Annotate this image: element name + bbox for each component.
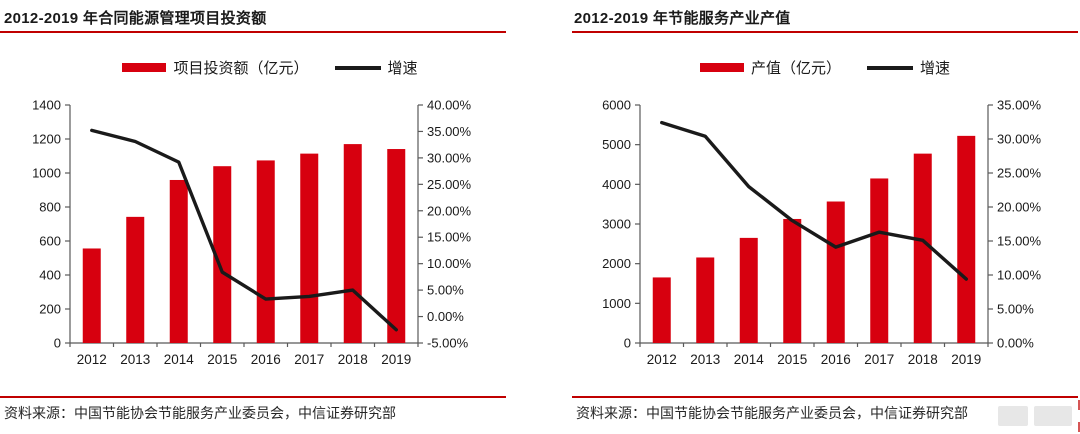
svg-text:2018: 2018 [338,352,368,367]
combo-chart-ess-output: 0 1000 2000 3000 4000 5000 6000 0.00% 5.00% 10.00… [602,98,1042,368]
svg-text:10.00%: 10.00% [997,268,1042,283]
svg-text:1000: 1000 [32,166,61,181]
svg-text:6000: 6000 [602,98,631,113]
svg-text:4000: 4000 [602,177,631,192]
svg-text:35.00%: 35.00% [427,124,472,139]
svg-text:2017: 2017 [864,352,894,367]
svg-text:2015: 2015 [777,352,807,367]
svg-text:40.00%: 40.00% [427,98,472,113]
svg-text:2017: 2017 [294,352,324,367]
svg-text:25.00%: 25.00% [427,177,472,192]
legend-item-line: 增速 [867,57,950,78]
legend-label: 增速 [387,60,418,77]
legend-label: 增速 [920,60,951,77]
svg-text:2014: 2014 [164,352,195,367]
svg-text:25.00%: 25.00% [997,166,1042,181]
svg-text:2012: 2012 [647,352,677,367]
svg-text:800: 800 [39,200,61,215]
svg-text:400: 400 [39,268,61,283]
chart-panel-emc-investment: 2012-2019 年合同能源管理项目投资额 项目投资额（亿元） 增速 0 200… [0,10,540,421]
legend-label: 产值（亿元） [750,60,841,77]
source-divider [0,396,506,398]
legend-item-line: 增速 [334,57,418,78]
chart-legend: 项目投资额（亿元） 增速 [0,57,540,78]
svg-text:1000: 1000 [602,296,631,311]
svg-text:2018: 2018 [908,352,938,367]
svg-text:0: 0 [624,336,631,351]
watermark-mark [1078,400,1080,410]
watermark-overlay [992,398,1080,434]
svg-text:600: 600 [39,234,61,249]
svg-text:2019: 2019 [951,352,981,367]
chart-title: 2012-2019 年节能服务产业产值 [574,10,791,27]
svg-text:0: 0 [54,336,61,351]
svg-text:5.00%: 5.00% [427,283,464,298]
svg-text:1400: 1400 [32,98,61,113]
line-swatch-icon [867,65,913,70]
svg-text:30.00%: 30.00% [427,150,472,165]
chart-panel-ess-output: 2012-2019 年节能服务产业产值 产值（亿元） 增速 0 1000 2000 3… [540,0,1080,434]
svg-text:15.00%: 15.00% [427,230,472,245]
svg-text:1200: 1200 [32,132,61,147]
svg-text:2000: 2000 [602,256,631,271]
svg-text:-5.00%: -5.00% [427,336,469,351]
svg-text:10.00%: 10.00% [427,256,472,271]
svg-text:20.00%: 20.00% [427,203,472,218]
svg-text:0.00%: 0.00% [427,309,464,324]
svg-text:200: 200 [39,302,61,317]
line-swatch-icon [334,65,381,70]
chart-legend: 产值（亿元） 增速 [570,57,1080,78]
svg-text:2012: 2012 [77,352,107,367]
svg-text:0.00%: 0.00% [997,336,1034,351]
svg-text:5.00%: 5.00% [997,302,1034,317]
source-note: 资料来源：中国节能协会节能服务产业委员会，中信证券研究部 [576,405,968,421]
svg-text:20.00%: 20.00% [997,200,1042,215]
legend-item-bar: 产值（亿元） [699,57,841,78]
svg-text:2013: 2013 [690,352,720,367]
bar-swatch-icon [122,63,167,72]
svg-text:2016: 2016 [251,352,281,367]
svg-text:2016: 2016 [821,352,851,367]
svg-text:2019: 2019 [381,352,411,367]
watermark-glyph [998,406,1028,426]
title-underline [0,31,506,33]
legend-item-bar: 项目投资额（亿元） [122,57,309,78]
svg-text:35.00%: 35.00% [997,98,1042,113]
source-divider [572,396,1078,398]
combo-chart-emc-investment: 0 200 400 600 800 1000 1200 1400 -5.00% 0.00% 5.00… [32,98,472,368]
title-underline [572,31,1078,33]
svg-text:2013: 2013 [120,352,150,367]
bar-swatch-icon [699,63,744,72]
svg-text:15.00%: 15.00% [997,234,1042,249]
watermark-glyph [1034,406,1072,426]
chart-title: 2012-2019 年合同能源管理项目投资额 [4,10,267,27]
source-note: 资料来源：中国节能协会节能服务产业委员会，中信证券研究部 [4,405,396,421]
svg-text:2014: 2014 [734,352,765,367]
watermark-mark [1078,422,1080,432]
legend-label: 项目投资额（亿元） [173,60,309,77]
svg-text:3000: 3000 [602,217,631,232]
svg-text:30.00%: 30.00% [997,132,1042,147]
svg-text:5000: 5000 [602,137,631,152]
svg-text:2015: 2015 [207,352,237,367]
